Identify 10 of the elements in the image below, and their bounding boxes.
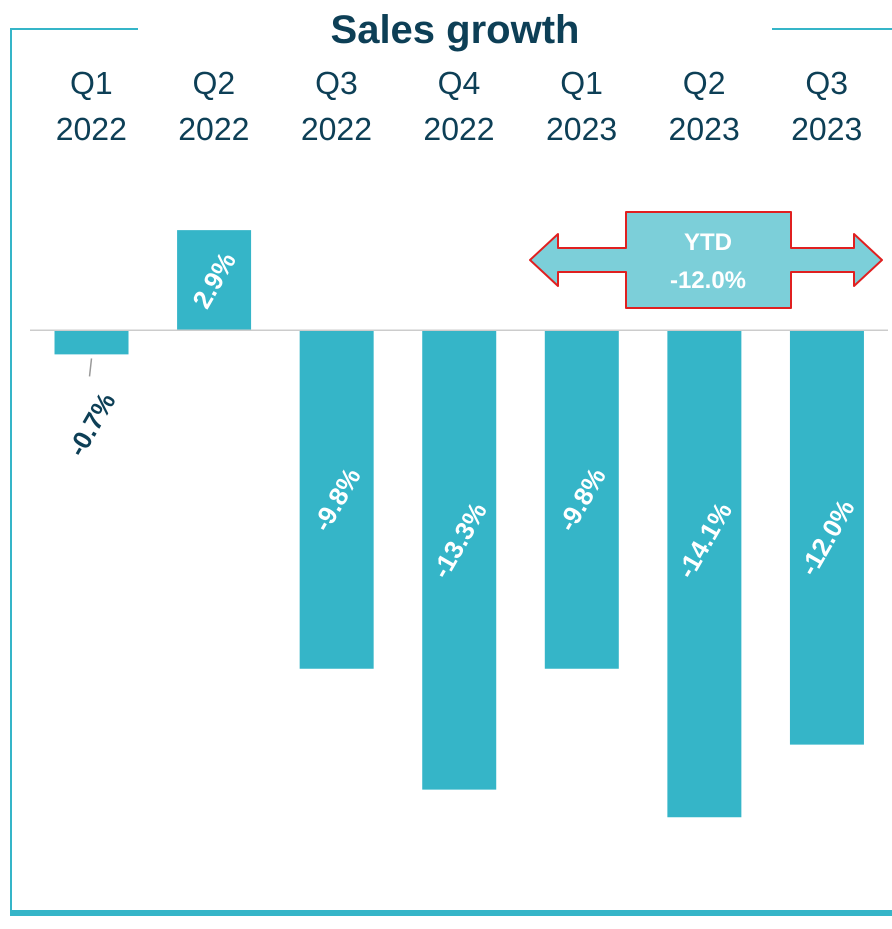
x-tick-label: Q1 2023 <box>546 65 618 147</box>
chart-title: Sales growth <box>138 8 772 52</box>
x-tick-label: Q3 2022 <box>300 65 372 147</box>
annotation: YTD -12.0% <box>670 229 746 294</box>
x-tick-label: Q3 2023 <box>791 65 862 147</box>
x-tick-label: Q2 2023 <box>668 65 740 147</box>
x-tick-label: Q2 2022 <box>178 65 250 147</box>
x-tick-label: Q1 2022 <box>56 65 127 147</box>
x-tick-label: Q4 2022 <box>423 65 495 147</box>
double-headed-arrow: YTD -12.0% <box>528 210 884 312</box>
